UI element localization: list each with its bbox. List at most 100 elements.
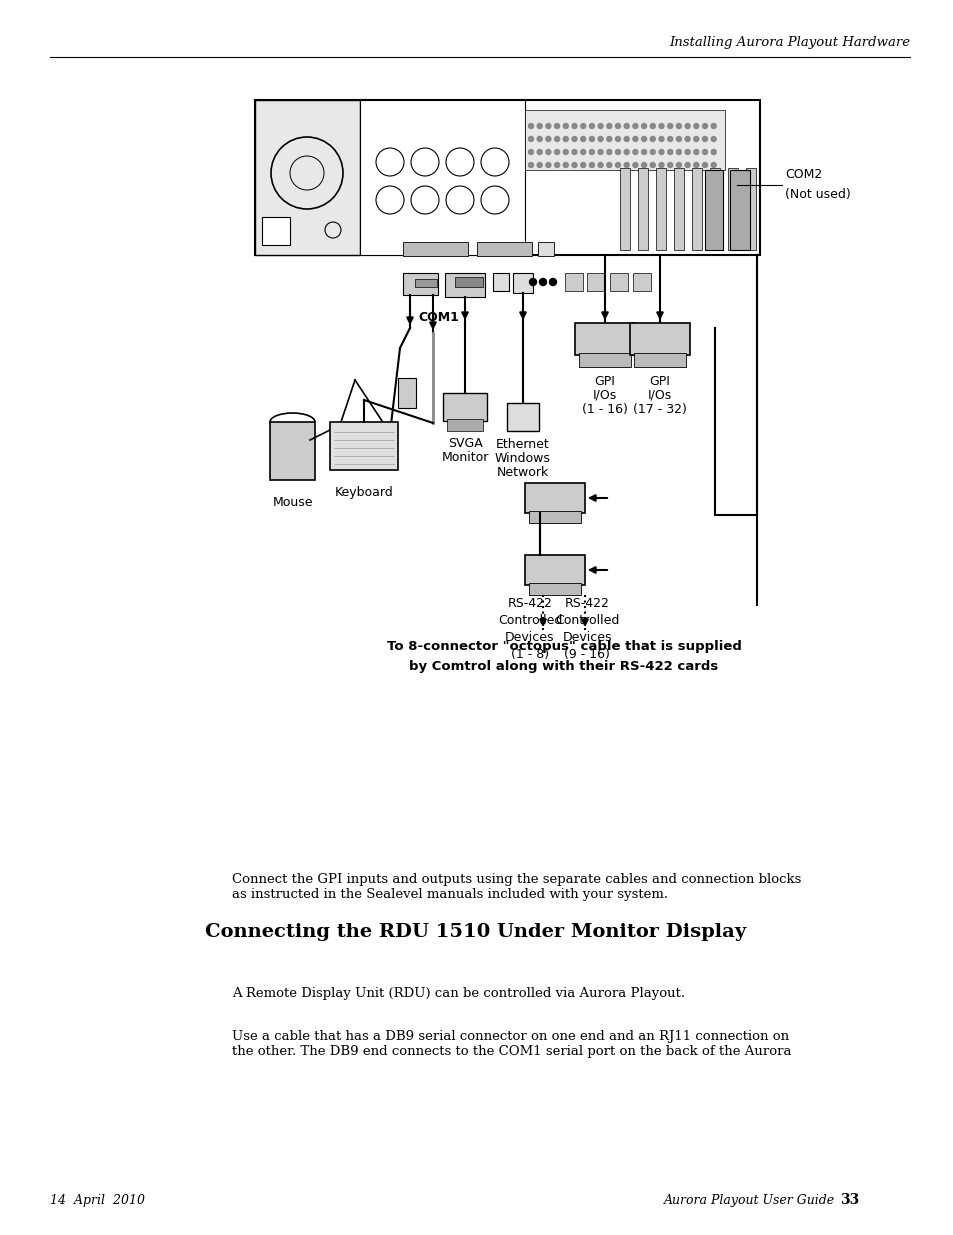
Text: RS-422: RS-422 [564, 597, 609, 610]
Circle shape [710, 124, 716, 128]
Text: Aurora Playout User Guide: Aurora Playout User Guide [663, 1194, 834, 1207]
Circle shape [528, 137, 533, 142]
Circle shape [528, 163, 533, 168]
Bar [529, 511, 580, 522]
Circle shape [562, 124, 568, 128]
Circle shape [529, 279, 536, 285]
Bar [656, 168, 665, 249]
Circle shape [641, 149, 646, 154]
Circle shape [650, 124, 655, 128]
Circle shape [659, 149, 663, 154]
Circle shape [623, 124, 629, 128]
Bar [564, 273, 582, 291]
Bar [578, 353, 630, 367]
Bar [513, 273, 533, 293]
Bar [270, 422, 314, 480]
Circle shape [589, 149, 594, 154]
Bar [745, 168, 755, 249]
Text: I/Os: I/Os [647, 389, 672, 403]
Text: (1 - 16): (1 - 16) [581, 403, 627, 416]
Circle shape [580, 163, 585, 168]
Circle shape [598, 163, 602, 168]
Bar [444, 273, 484, 296]
Circle shape [693, 124, 698, 128]
Text: Mouse: Mouse [272, 496, 313, 509]
Text: COM1: COM1 [417, 311, 458, 325]
Bar [586, 273, 604, 291]
Circle shape [598, 124, 602, 128]
Circle shape [549, 279, 556, 285]
Bar [442, 393, 486, 421]
Circle shape [615, 124, 619, 128]
Bar [575, 324, 635, 354]
Circle shape [537, 149, 541, 154]
Circle shape [684, 163, 689, 168]
Circle shape [537, 124, 541, 128]
Text: (9 - 16): (9 - 16) [563, 648, 609, 661]
Bar [524, 483, 584, 513]
Circle shape [659, 163, 663, 168]
Text: Connecting the RDU 1510 Under Monitor Display: Connecting the RDU 1510 Under Monitor Di… [205, 923, 745, 941]
Circle shape [676, 149, 680, 154]
Text: Controlled: Controlled [497, 614, 561, 627]
Text: RS-422: RS-422 [507, 597, 552, 610]
Bar [493, 273, 509, 291]
Bar [633, 273, 650, 291]
Text: COM2: COM2 [784, 168, 821, 182]
Circle shape [545, 149, 550, 154]
Circle shape [632, 124, 638, 128]
Circle shape [572, 137, 577, 142]
Text: 33: 33 [840, 1193, 859, 1207]
Circle shape [710, 137, 716, 142]
Circle shape [676, 163, 680, 168]
Bar [506, 403, 538, 431]
Bar [455, 277, 482, 287]
Circle shape [650, 149, 655, 154]
Bar [402, 273, 437, 295]
Circle shape [545, 137, 550, 142]
Text: by Comtrol along with their RS-422 cards: by Comtrol along with their RS-422 cards [409, 659, 718, 673]
Bar [609, 273, 627, 291]
Text: SVGA: SVGA [447, 437, 482, 450]
Circle shape [667, 149, 672, 154]
Circle shape [710, 163, 716, 168]
Bar [415, 279, 436, 287]
Circle shape [641, 137, 646, 142]
Circle shape [693, 149, 698, 154]
Text: Monitor: Monitor [441, 451, 488, 464]
Bar [254, 100, 760, 254]
Text: Network: Network [497, 466, 549, 479]
Circle shape [598, 137, 602, 142]
Circle shape [562, 137, 568, 142]
Bar [359, 100, 524, 254]
Circle shape [554, 163, 559, 168]
Circle shape [598, 149, 602, 154]
Bar [537, 242, 554, 256]
Bar [402, 242, 468, 256]
Bar [447, 419, 482, 431]
Bar [691, 168, 701, 249]
Text: Connect the GPI inputs and outputs using the separate cables and connection bloc: Connect the GPI inputs and outputs using… [232, 873, 801, 902]
Text: Ethernet: Ethernet [496, 438, 549, 451]
Bar [709, 168, 720, 249]
Bar [704, 170, 722, 249]
Text: 14  April  2010: 14 April 2010 [50, 1194, 145, 1207]
Text: GPI: GPI [649, 375, 670, 388]
Circle shape [580, 149, 585, 154]
Circle shape [701, 137, 707, 142]
Circle shape [632, 163, 638, 168]
Text: (17 - 32): (17 - 32) [633, 403, 686, 416]
Circle shape [701, 163, 707, 168]
Circle shape [615, 149, 619, 154]
Bar [524, 555, 584, 585]
Circle shape [641, 163, 646, 168]
Circle shape [667, 137, 672, 142]
Circle shape [562, 149, 568, 154]
Circle shape [562, 163, 568, 168]
Bar [638, 168, 647, 249]
Circle shape [528, 124, 533, 128]
Circle shape [632, 149, 638, 154]
Bar [524, 110, 724, 170]
Circle shape [539, 279, 546, 285]
Circle shape [684, 124, 689, 128]
